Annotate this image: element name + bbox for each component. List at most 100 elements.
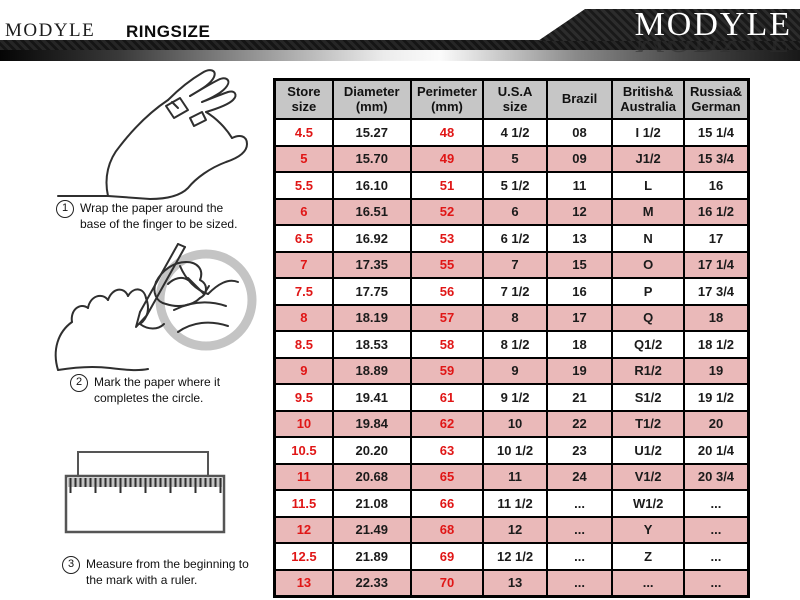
table-cell: ...	[611, 568, 685, 598]
table-cell: 7	[273, 250, 334, 279]
table-cell: 21.08	[331, 489, 412, 518]
table-cell: 18.53	[331, 330, 412, 359]
column-header: Russia& German	[682, 78, 750, 120]
header-gradient-bar	[0, 50, 800, 61]
table-cell: 8 1/2	[482, 330, 548, 359]
table-cell: 5	[273, 144, 334, 173]
table-cell: 4 1/2	[482, 118, 548, 147]
table-row: 13 22.33 70 13.........	[273, 568, 750, 598]
table-cell: 7 1/2	[482, 277, 548, 306]
table-row: 10.5 20.20 63 10 1/2 23 U1/2 20 1/4	[273, 436, 750, 465]
table-cell: 9 1/2	[482, 383, 548, 412]
table-cell: 19	[682, 356, 750, 385]
table-cell: ...	[545, 568, 614, 598]
table-cell: ...	[682, 542, 750, 571]
table-cell: 4.5	[273, 118, 334, 147]
table-cell: 59	[409, 356, 485, 385]
table-cell: ...	[545, 515, 614, 544]
column-header: Brazil	[545, 78, 614, 120]
table-cell: 17 1/4	[682, 250, 750, 279]
table-cell: 08	[545, 118, 614, 147]
table-cell: 18	[545, 330, 614, 359]
table-cell: 20.20	[331, 436, 412, 465]
table-cell: 10.5	[273, 436, 334, 465]
table-cell: 52	[409, 197, 485, 226]
table-cell: 12	[545, 197, 614, 226]
table-row: 6.5 16.92 53 6 1/2 13 N 17	[273, 224, 750, 253]
table-cell: 16	[545, 277, 614, 306]
table-cell: 19 1/2	[682, 383, 750, 412]
table-cell: 6	[482, 197, 548, 226]
table-cell: ...	[545, 542, 614, 571]
table-cell: O	[611, 250, 685, 279]
table-cell: 68	[409, 515, 485, 544]
table-cell: 15.70	[331, 144, 412, 173]
table-cell: 19	[545, 356, 614, 385]
table-row: 11.5 21.08 66 11 1/2... W1/2...	[273, 489, 750, 518]
table-cell: 15.27	[331, 118, 412, 147]
instruction-text: Measure from the beginning to the mark w…	[86, 557, 249, 588]
table-cell: 6.5	[273, 224, 334, 253]
table-cell: ...	[682, 568, 750, 598]
table-cell: 8	[273, 303, 334, 332]
table-cell: 61	[409, 383, 485, 412]
table-cell: 22.33	[331, 568, 412, 598]
table-row: 5 15.70 49 5 09 J1/2 15 3/4	[273, 144, 750, 173]
table-cell: ...	[545, 489, 614, 518]
table-cell: J1/2	[611, 144, 685, 173]
table-cell: 15 3/4	[682, 144, 750, 173]
table-cell: 9.5	[273, 383, 334, 412]
column-header: U.S.A size	[482, 78, 548, 120]
column-header: Store size	[273, 78, 334, 120]
table-cell: 69	[409, 542, 485, 571]
table-row: 4.5 15.27 48 4 1/2 08 I 1/2 15 1/4	[273, 118, 750, 147]
table-cell: 9	[273, 356, 334, 385]
table-cell: 22	[545, 409, 614, 438]
table-cell: 24	[545, 462, 614, 491]
table-cell: 17	[682, 224, 750, 253]
table-cell: 16.51	[331, 197, 412, 226]
table-cell: 10	[482, 409, 548, 438]
table-cell: M	[611, 197, 685, 226]
table-cell: 11.5	[273, 489, 334, 518]
table-row: 5.5 16.10 51 5 1/2 11 L 16	[273, 171, 750, 200]
instruction-step-2: 2 Mark the paper where it completes the …	[70, 374, 266, 406]
table-cell: 20	[682, 409, 750, 438]
table-cell: 10	[273, 409, 334, 438]
table-cell: Q	[611, 303, 685, 332]
table-cell: 15 1/4	[682, 118, 750, 147]
table-cell: P	[611, 277, 685, 306]
header-texture-strip	[0, 40, 800, 50]
table-cell: 18.89	[331, 356, 412, 385]
pencil-marking-hands-icon	[54, 243, 257, 372]
table-row: 11 20.68 65 11 24 V1/2 20 3/4	[273, 462, 750, 491]
step-number-badge: 1	[56, 200, 74, 218]
table-cell: 9	[482, 356, 548, 385]
table-cell: 6	[273, 197, 334, 226]
table-cell: W1/2	[611, 489, 685, 518]
table-row: 8 18.19 57 8 17 Q 18	[273, 303, 750, 332]
table-cell: 15	[545, 250, 614, 279]
table-cell: 51	[409, 171, 485, 200]
table-cell: 56	[409, 277, 485, 306]
table-cell: U1/2	[611, 436, 685, 465]
hand-with-paper-strip-icon	[57, 69, 248, 200]
table-row: 7.5 17.75 56 7 1/2 16 P 17 3/4	[273, 277, 750, 306]
table-cell: 12	[273, 515, 334, 544]
table-row: 12.5 21.89 69 12 1/2... Z...	[273, 542, 750, 571]
instruction-text: Wrap the paper around the base of the fi…	[80, 201, 238, 232]
table-cell: 66	[409, 489, 485, 518]
table-row: 9.5 19.41 61 9 1/2 21 S1/2 19 1/2	[273, 383, 750, 412]
table-cell: 16.92	[331, 224, 412, 253]
table-cell: 65	[409, 462, 485, 491]
table-cell: Q1/2	[611, 330, 685, 359]
table-cell: T1/2	[611, 409, 685, 438]
column-header: Diameter (mm)	[331, 78, 412, 120]
table-cell: 58	[409, 330, 485, 359]
brand-banner-text: MODYLE	[634, 6, 792, 43]
step-number-badge: 2	[70, 374, 88, 392]
brand-logo-left: MODYLE	[5, 20, 96, 41]
table-row: 10 19.84 62 10 22 T1/2 20	[273, 409, 750, 438]
table-cell: 57	[409, 303, 485, 332]
table-cell: I 1/2	[611, 118, 685, 147]
